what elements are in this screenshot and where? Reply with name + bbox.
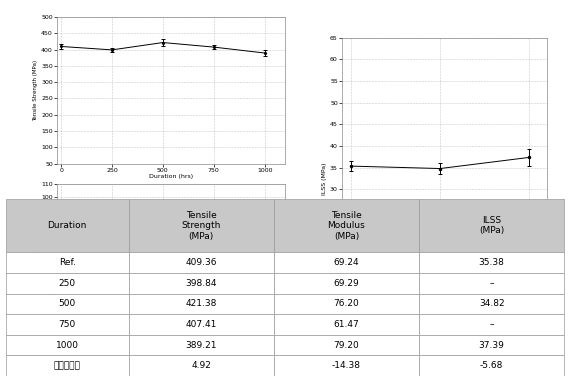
Y-axis label: Tensile Strength (MPa): Tensile Strength (MPa) bbox=[33, 60, 38, 121]
X-axis label: Duration (hrs): Duration (hrs) bbox=[149, 174, 193, 179]
X-axis label: Duration (hrs): Duration (hrs) bbox=[149, 330, 193, 335]
X-axis label: Duration (hrs): Duration (hrs) bbox=[422, 330, 467, 335]
Y-axis label: ILSS (MPa): ILSS (MPa) bbox=[322, 162, 327, 195]
Y-axis label: Tensile Modulus (MPa): Tensile Modulus (MPa) bbox=[34, 222, 38, 282]
